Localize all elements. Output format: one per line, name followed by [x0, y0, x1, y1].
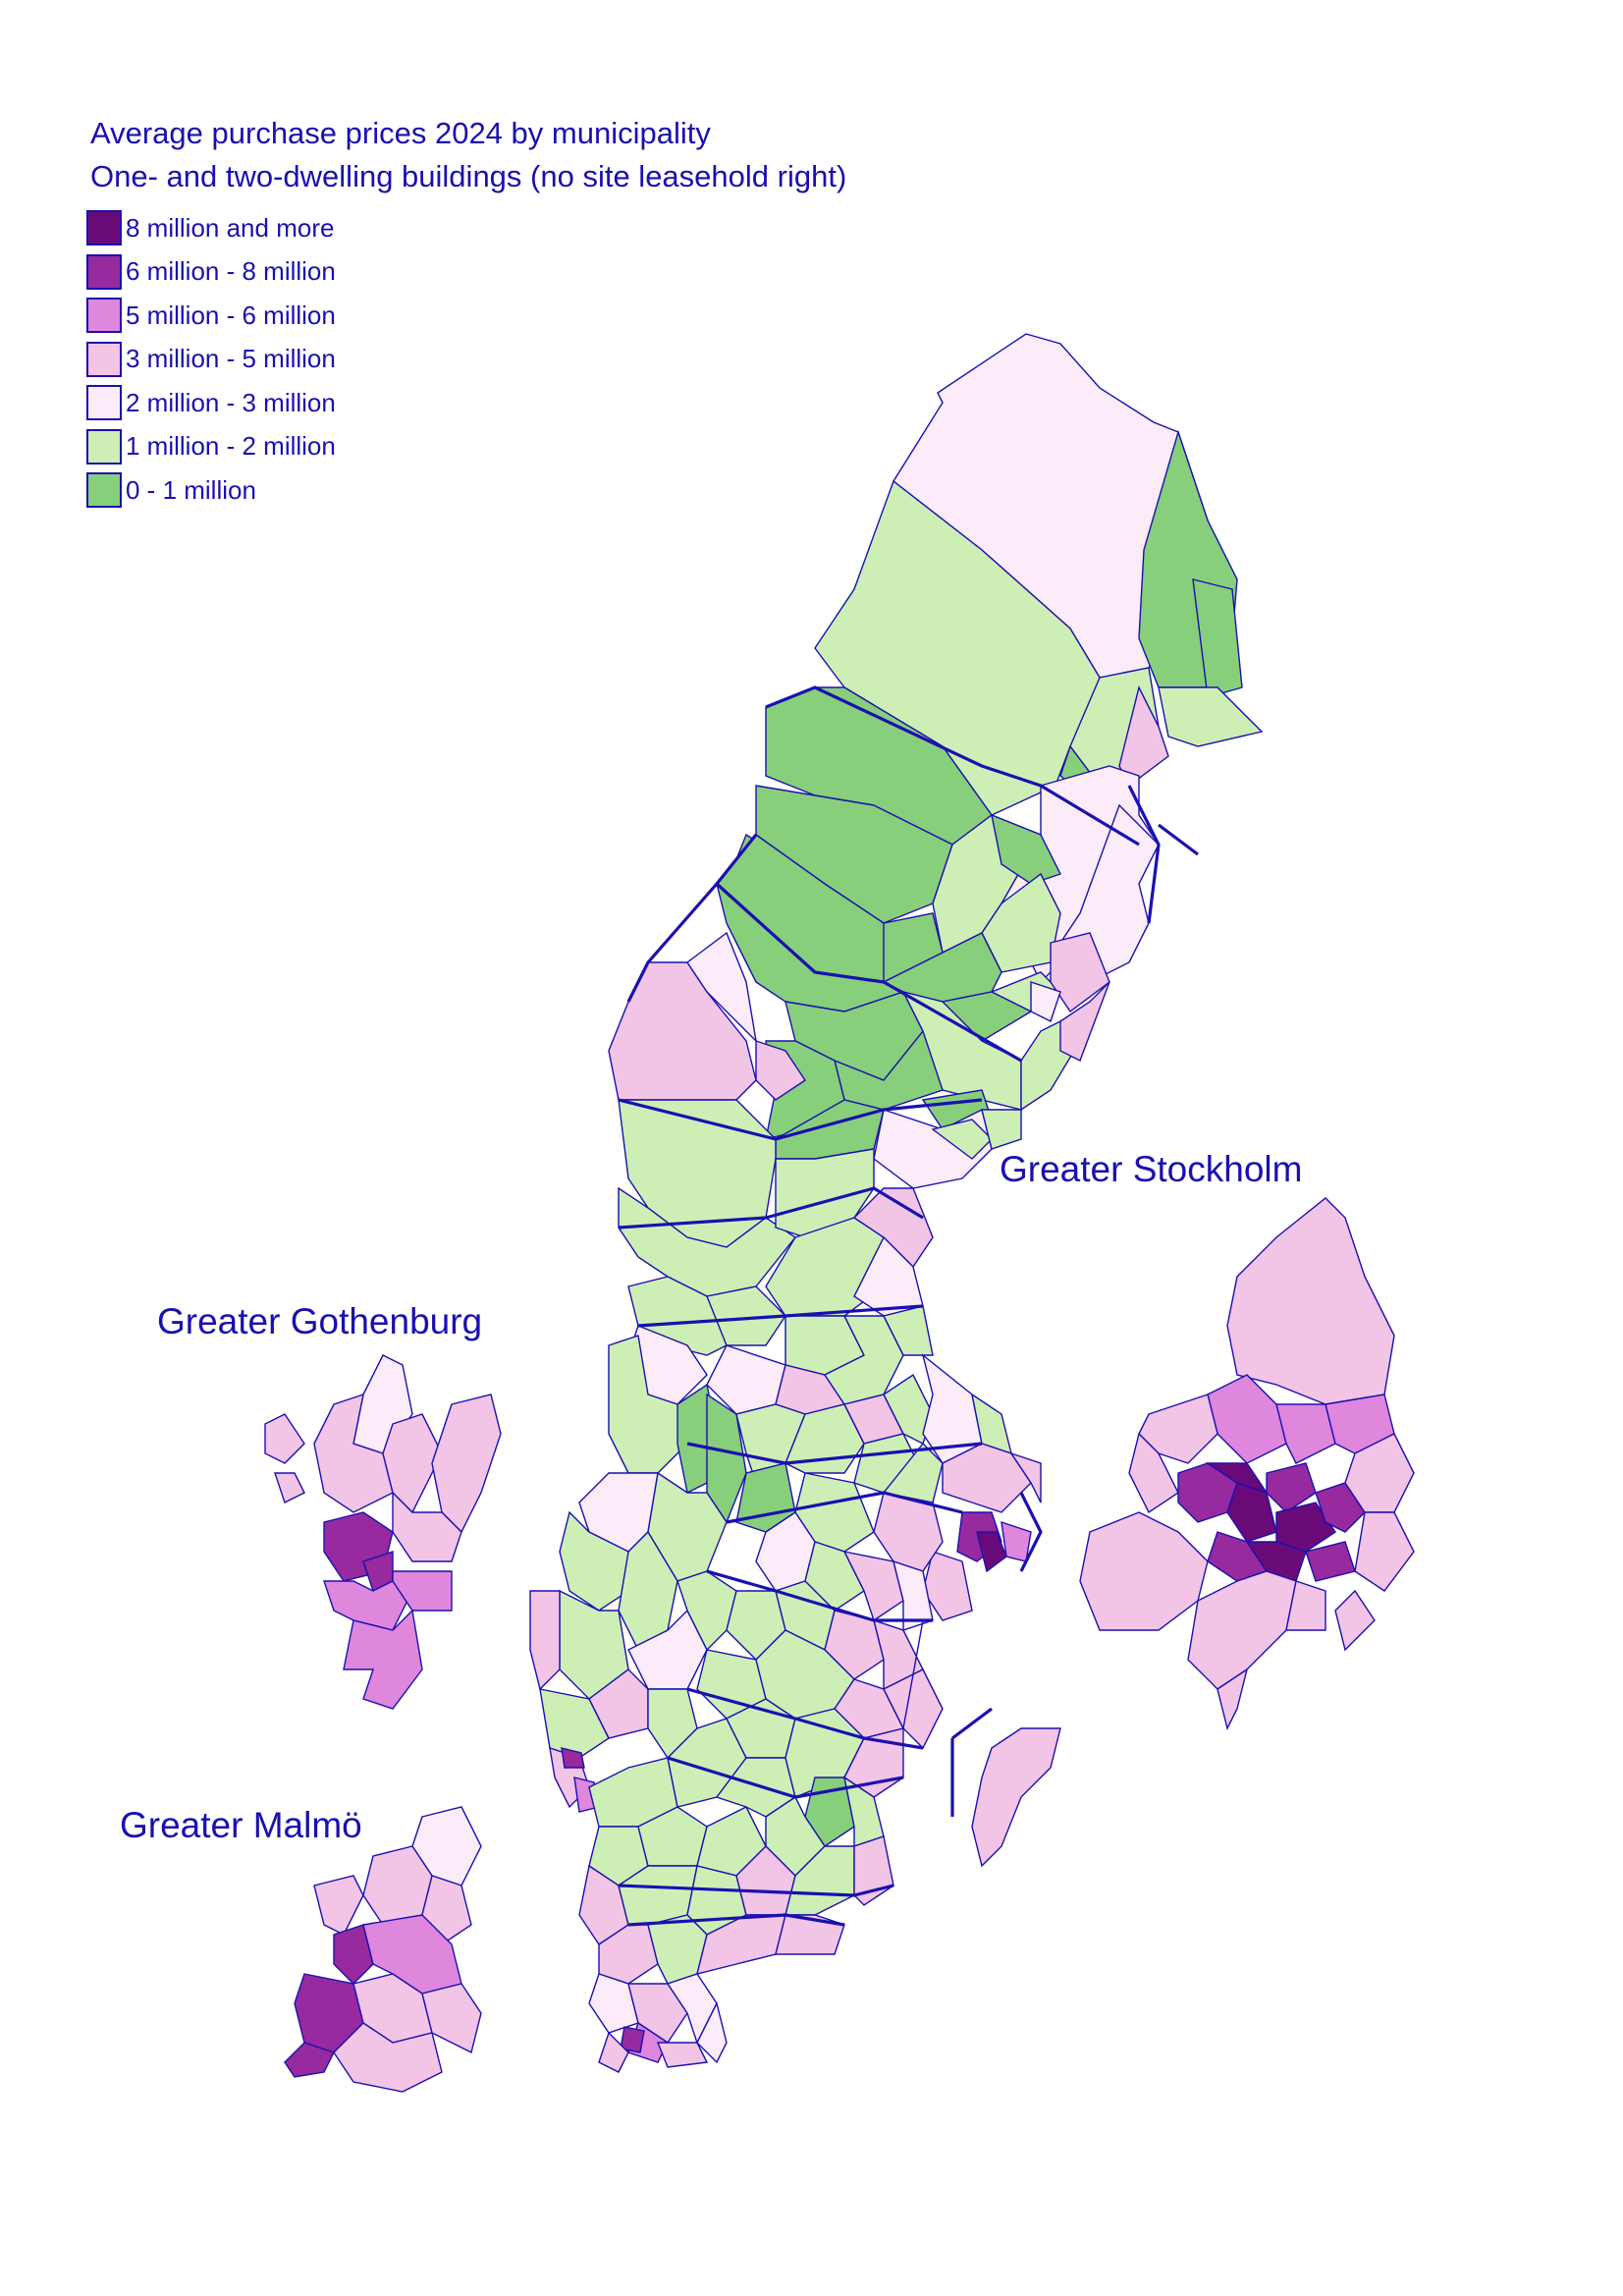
municipality-region: [755, 1040, 806, 1101]
municipality-region: [274, 1472, 305, 1503]
municipality-region: [529, 1590, 561, 1691]
municipality-region: [264, 1413, 305, 1464]
legend-label: 5 million - 6 million: [126, 300, 336, 330]
greater-malmo-inset: [284, 1806, 482, 2093]
municipality-region: [1226, 1197, 1395, 1405]
legend-item: 3 million - 5 million: [86, 338, 336, 382]
legend-item: 8 million and more: [86, 206, 336, 250]
legend-swatch: [86, 210, 122, 246]
legend-item: 1 million - 2 million: [86, 425, 336, 469]
greater-stockholm-inset: [1079, 1197, 1415, 1731]
municipality-region: [1079, 1511, 1209, 1631]
municipality-region: [696, 2000, 728, 2064]
legend-label: 8 million and more: [126, 212, 335, 243]
municipality-region: [392, 1570, 453, 1612]
municipality-region: [1118, 684, 1169, 788]
municipality-region: [1192, 578, 1243, 698]
sweden-mainland: [529, 333, 1264, 2073]
municipality-region: [842, 1551, 904, 1622]
municipality-region: [1217, 1667, 1249, 1731]
municipality-region: [1158, 686, 1264, 747]
municipality-region: [1354, 1511, 1415, 1592]
legend-label: 2 million - 3 million: [126, 387, 336, 417]
municipality-region: [392, 1491, 462, 1562]
municipality-region: [706, 1285, 786, 1346]
legend-label: 0 - 1 million: [126, 474, 256, 505]
legend-label: 6 million - 8 million: [126, 256, 336, 287]
municipality-region: [588, 1973, 639, 2034]
municipality-region: [804, 1541, 865, 1612]
municipality-region: [1226, 1482, 1277, 1543]
map-subtitle: One- and two-dwelling buildings (no site…: [90, 159, 847, 193]
municipality-region: [686, 931, 758, 1044]
county-borders: [618, 685, 1199, 1927]
municipality-region: [313, 1875, 364, 1936]
municipality-region: [1059, 981, 1110, 1062]
legend-label: 1 million - 2 million: [126, 431, 336, 462]
municipality-region: [656, 2042, 709, 2068]
municipality-region: [539, 1688, 610, 1759]
municipality-region: [883, 1668, 944, 1750]
municipality-region: [618, 1186, 797, 1297]
legend-swatch: [86, 472, 122, 509]
legend-swatch: [86, 385, 122, 421]
municipality-region: [1266, 1462, 1317, 1513]
municipality-region: [1187, 1570, 1297, 1690]
municipality-region: [971, 1727, 1061, 1868]
municipality-region: [1030, 981, 1061, 1022]
municipality-region: [1305, 1541, 1356, 1582]
legend-swatch: [86, 298, 122, 334]
municipality-region: [598, 2031, 629, 2073]
municipality-region: [421, 1983, 482, 2054]
municipality-region: [431, 1394, 502, 1534]
municipality-region: [620, 2026, 645, 2053]
legend-item: 2 million - 3 million: [86, 381, 336, 425]
municipality-region: [991, 813, 1061, 885]
municipality-region: [1275, 1502, 1336, 1553]
greater-gothenburg-inset: [264, 1354, 502, 1710]
municipality-region: [1050, 932, 1110, 1013]
municipality-region: [1128, 1432, 1179, 1514]
municipality-region: [343, 1609, 423, 1710]
municipality-region: [1001, 1520, 1032, 1562]
greater-gothenburg-label: Greater Gothenburg: [157, 1301, 483, 1341]
legend-item: 0 - 1 million: [86, 468, 336, 513]
legend-label: 3 million - 5 million: [126, 344, 336, 374]
municipality-region: [1207, 1374, 1287, 1464]
greater-malmo-label: Greater Malmö: [120, 1805, 362, 1845]
municipality-region: [1285, 1580, 1326, 1631]
legend-item: 6 million - 8 million: [86, 250, 336, 295]
legend-swatch: [86, 341, 122, 377]
municipality-region: [1275, 1403, 1336, 1464]
legend-swatch: [86, 253, 122, 290]
municipality-region: [981, 1109, 1022, 1150]
greater-stockholm-label: Greater Stockholm: [1000, 1149, 1303, 1189]
municipality-region: [1334, 1589, 1376, 1652]
municipality-region: [627, 1983, 688, 2044]
municipality-region: [559, 1510, 629, 1612]
municipality-region: [882, 1305, 934, 1356]
municipality-region: [775, 1914, 845, 1955]
municipality-region: [561, 1747, 585, 1769]
legend: 8 million and more 6 million - 8 million…: [86, 206, 336, 513]
map-title: Average purchase prices 2024 by municipa…: [90, 116, 711, 150]
municipality-region: [775, 1148, 875, 1238]
municipality-region: [333, 2022, 443, 2093]
municipality-region: [976, 1531, 1007, 1573]
municipality-region: [333, 1924, 374, 1985]
municipality-region: [893, 1559, 934, 1631]
municipality-region: [1245, 1541, 1307, 1582]
legend-item: 5 million - 6 million: [86, 294, 336, 338]
municipality-region: [284, 2042, 335, 2078]
municipality-region: [1009, 1451, 1042, 1503]
municipality-region: [706, 1393, 747, 1524]
legend-swatch: [86, 428, 122, 465]
